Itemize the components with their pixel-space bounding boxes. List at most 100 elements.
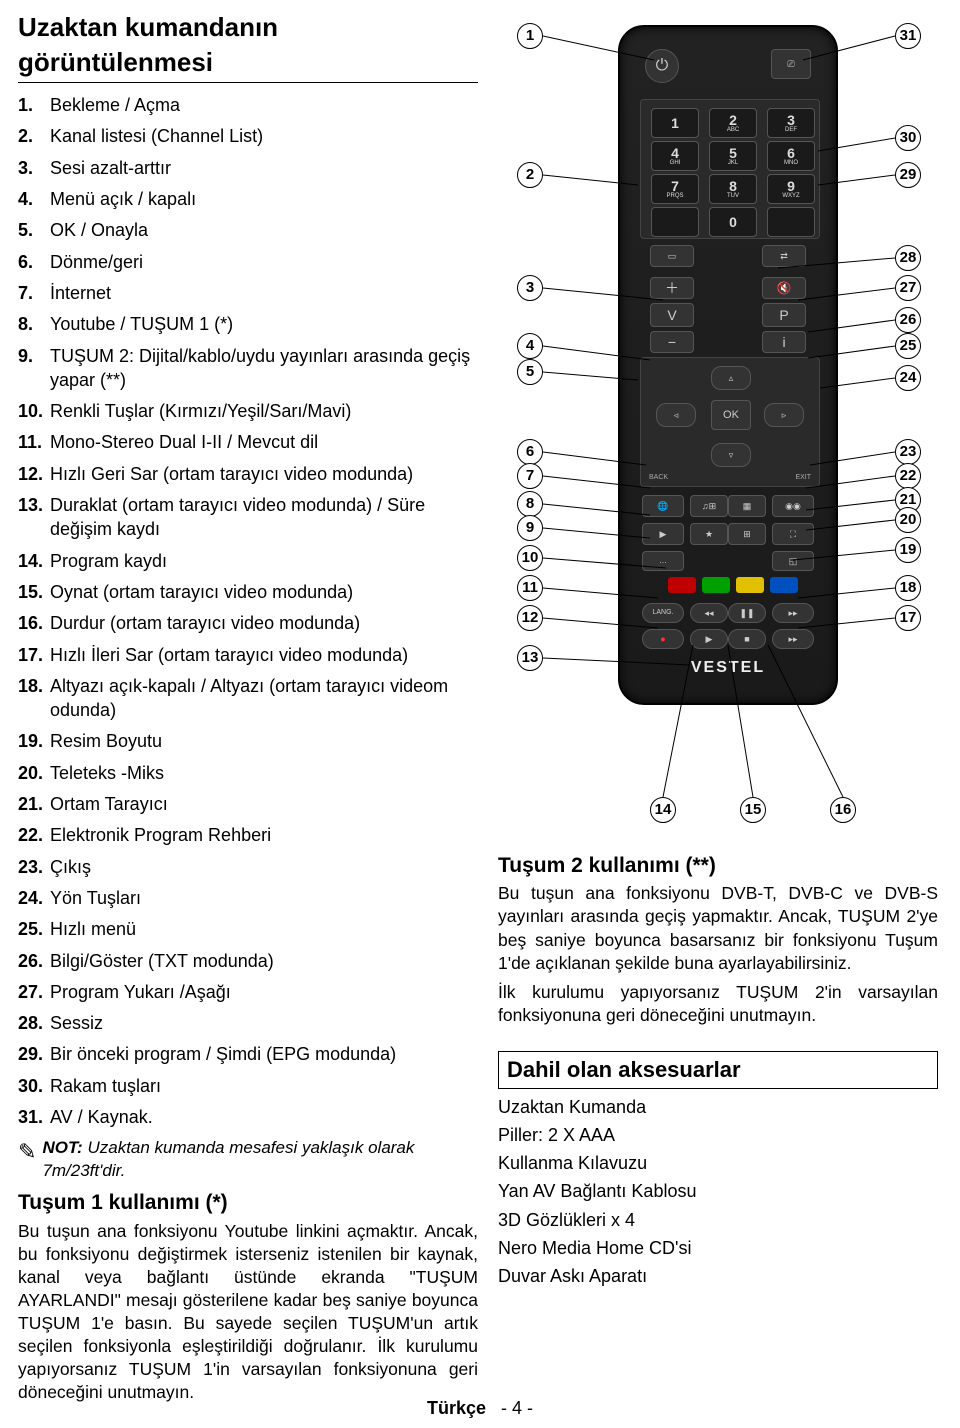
tusum2-body2: İlk kurulumu yapıyorsanız TUŞUM 2'in var… [498, 981, 938, 1027]
list-item: 17.Hızlı İleri Sar (ortam tarayıcı video… [18, 643, 478, 667]
list-item: 1.Bekleme / Açma [18, 93, 478, 117]
tusum1-heading: Tuşum 1 kullanımı (*) [18, 1189, 478, 1217]
vol-label: V [650, 303, 694, 327]
aspect-button: ◱ [772, 551, 814, 571]
callout-13: 13 [517, 645, 543, 671]
back-label: BACK [649, 473, 668, 482]
keypad-key: 9WXYZ [767, 174, 815, 204]
remote-diagram: ⏻ ⎚ 12ABC3DEF4GHI5JKL6MNO7PRQS8TUV9WXYZ0… [498, 10, 938, 840]
media-button: ♫⊞ [690, 495, 728, 517]
list-item: 28.Sessiz [18, 1011, 478, 1035]
callout-19: 19 [895, 537, 921, 563]
callout-27: 27 [895, 275, 921, 301]
callout-22: 22 [895, 463, 921, 489]
pause-button: ❚❚ [728, 603, 766, 623]
list-item: 12.Hızlı Geri Sar (ortam tarayıcı video … [18, 462, 478, 486]
list-item: 5.OK / Onayla [18, 218, 478, 242]
page-footer: Türkçe - 4 - [0, 1396, 960, 1420]
pencil-icon: ✎ [18, 1137, 36, 1167]
list-item: 20.Teleteks -Miks [18, 761, 478, 785]
callout-14: 14 [650, 797, 676, 823]
keypad-key: 3DEF [767, 108, 815, 138]
nav-right: ▹ [764, 403, 804, 427]
power-icon: ⏻ [645, 49, 679, 83]
keypad: 12ABC3DEF4GHI5JKL6MNO7PRQS8TUV9WXYZ0 [640, 99, 820, 239]
ok-button: OK [711, 400, 751, 430]
callout-8: 8 [517, 491, 543, 517]
list-item: 4.Menü açık / kapalı [18, 187, 478, 211]
callout-31: 31 [895, 23, 921, 49]
list-item: 8.Youtube / TUŞUM 1 (*) [18, 312, 478, 336]
callout-7: 7 [517, 463, 543, 489]
list-item: 30.Rakam tuşları [18, 1074, 478, 1098]
callout-16: 16 [830, 797, 856, 823]
nav-panel: ▵ ◃ OK ▹ ▿ BACK EXIT [640, 357, 820, 487]
list-item: 26.Bilgi/Göster (TXT modunda) [18, 949, 478, 973]
callout-23: 23 [895, 439, 921, 465]
callout-4: 4 [517, 333, 543, 359]
list-item: 3.Sesi azalt-arttır [18, 156, 478, 180]
accessories-list: Uzaktan Kumanda Piller: 2 X AAA Kullanma K… [498, 1095, 938, 1289]
keypad-key: 1 [651, 108, 699, 138]
remote-functions-list: 1.Bekleme / Açma 2.Kanal listesi (Channel… [18, 93, 478, 1129]
list-item: 18.Altyazı açık-kapalı / Altyazı (ortam … [18, 674, 478, 723]
list-item: 29.Bir önceki program / Şimdi (EPG modun… [18, 1042, 478, 1066]
list-item: 9.TUŞUM 2: Dijital/kablo/uydu yayınları … [18, 344, 478, 393]
mute-icon: 🔇 [762, 277, 806, 299]
list-item: 14.Program kaydı [18, 549, 478, 573]
3d-button: ◉◉ [772, 495, 814, 517]
tusum2-heading: Tuşum 2 kullanımı (**) [498, 852, 938, 880]
keypad-key: 2ABC [709, 108, 757, 138]
accessory-item: Duvar Askı Aparatı [498, 1264, 938, 1288]
internet-button: 🌐 [642, 495, 684, 517]
list-item: 23.Çıkış [18, 855, 478, 879]
callout-5: 5 [517, 359, 543, 385]
accessory-item: Kullanma Kılavuzu [498, 1151, 938, 1175]
accessory-item: Nero Media Home CD'si [498, 1236, 938, 1260]
vol-up: ＋ [650, 277, 694, 299]
txt-button: ⊞ [728, 523, 766, 545]
ffwd-button: ▸▸ [772, 603, 814, 623]
list-item: 7.İnternet [18, 281, 478, 305]
callout-30: 30 [895, 125, 921, 151]
page-title: Uzaktan kumandanın görüntülenmesi [18, 10, 478, 83]
keypad-key: 0 [709, 207, 757, 237]
callout-1: 1 [517, 23, 543, 49]
callout-18: 18 [895, 575, 921, 601]
color-button [736, 577, 764, 593]
size-button: ⛶ [772, 523, 814, 545]
accessory-item: Piller: 2 X AAA [498, 1123, 938, 1147]
keypad-key: 5JKL [709, 141, 757, 171]
callout-28: 28 [895, 245, 921, 271]
callout-20: 20 [895, 507, 921, 533]
note: ✎ NOT: Uzaktan kumanda mesafesi yaklaşık… [18, 1137, 478, 1183]
prog-label: P [762, 303, 806, 327]
list-item: 22.Elektronik Program Rehberi [18, 823, 478, 847]
list-item: 11.Mono-Stereo Dual I-II / Mevcut dil [18, 430, 478, 454]
color-button [702, 577, 730, 593]
accessory-item: Yan AV Bağlantı Kablosu [498, 1179, 938, 1203]
accessories-heading: Dahil olan aksesuarlar [498, 1051, 938, 1089]
rec-button: ● [642, 629, 684, 649]
list-item: 16.Durdur (ortam tarayıcı video modunda) [18, 611, 478, 635]
list-item: 10.Renkli Tuşlar (Kırmızı/Yeşil/Sarı/Mav… [18, 399, 478, 423]
color-button [770, 577, 798, 593]
nav-up: ▵ [711, 366, 751, 390]
list-item: 24.Yön Tuşları [18, 886, 478, 910]
callout-25: 25 [895, 333, 921, 359]
rew-button: ◂◂ [690, 603, 728, 623]
callout-29: 29 [895, 162, 921, 188]
callout-11: 11 [517, 575, 543, 601]
keypad-key: 4GHI [651, 141, 699, 171]
callout-12: 12 [517, 605, 543, 631]
info-button: i [762, 331, 806, 353]
keypad-key: 7PRQS [651, 174, 699, 204]
nav-left: ◃ [656, 403, 696, 427]
list-item: 2.Kanal listesi (Channel List) [18, 124, 478, 148]
subtitle-button: … [642, 551, 684, 571]
callout-24: 24 [895, 365, 921, 391]
play-button: ▶ [690, 629, 728, 649]
accessory-item: Uzaktan Kumanda [498, 1095, 938, 1119]
lang-button: LANG. [642, 603, 684, 623]
note-text: NOT: Uzaktan kumanda mesafesi yaklaşık o… [42, 1137, 478, 1183]
